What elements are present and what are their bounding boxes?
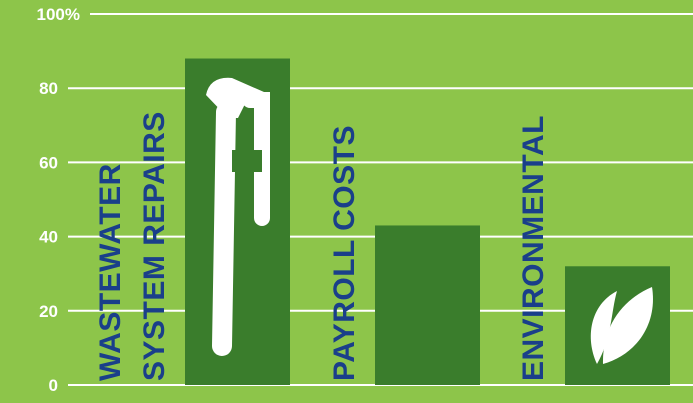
pipe-wrench-icon [206, 77, 270, 356]
y-tick-label: 20 [39, 302, 58, 321]
category-label: WASTEWATER [94, 163, 127, 381]
leaf-icon [590, 287, 653, 364]
category-label: SYSTEM REPAIRS [138, 111, 171, 381]
y-axis-ticks: 0 20 40 60 80 100% [37, 5, 80, 395]
y-tick-label: 0 [49, 376, 58, 395]
category-labels: WASTEWATER SYSTEM REPAIRS PAYROLL COSTS ENV… [94, 111, 550, 381]
bar [375, 225, 480, 385]
y-tick-label: 100% [37, 5, 80, 24]
y-tick-label: 80 [39, 79, 58, 98]
category-label: PAYROLL COSTS [328, 125, 361, 381]
bars [185, 58, 670, 386]
category-label: ENVIRONMENTAL [517, 115, 550, 381]
y-tick-label: 60 [39, 153, 58, 172]
y-tick-label: 40 [39, 228, 58, 247]
